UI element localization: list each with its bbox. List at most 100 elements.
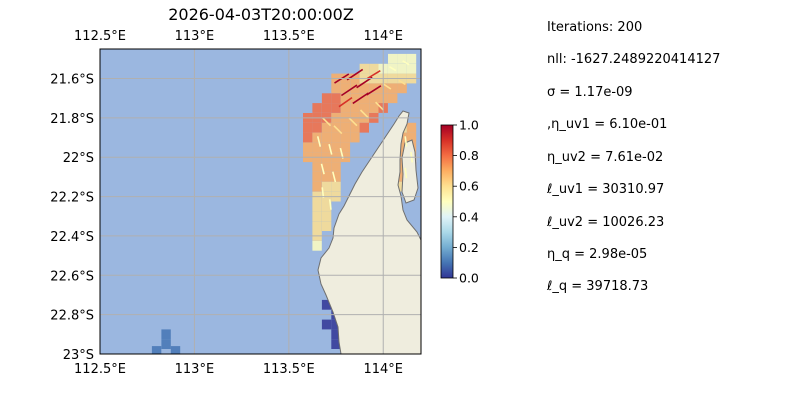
vector-arrow xyxy=(328,144,333,155)
vector-arrow xyxy=(340,84,358,97)
vector-arrow xyxy=(356,76,373,89)
y-tick-label: 22.8°S xyxy=(50,309,94,324)
heatmap-cell xyxy=(321,132,332,143)
heatmap-cell xyxy=(359,122,369,133)
heatmap-cell xyxy=(359,83,369,94)
heatmap-cell xyxy=(321,162,332,172)
heatmap-cell xyxy=(331,172,341,182)
x-tick-label-top: 113°E xyxy=(175,29,215,44)
heatmap-cell xyxy=(406,122,417,133)
vector-arrow xyxy=(398,79,406,86)
stat-ell-q: ℓ_q = 39718.73 xyxy=(547,279,649,294)
heatmap-cell xyxy=(312,122,322,133)
colorbar-tick-label: 0.8 xyxy=(459,148,479,163)
heatmap-cell xyxy=(312,221,322,231)
vector-arrow xyxy=(322,117,332,127)
chart-title: 2026-04-03T20:00:00Z xyxy=(168,5,354,24)
x-tick-label-bottom: 114°E xyxy=(363,362,403,377)
vector-arrow xyxy=(375,101,384,111)
heatmap-cell xyxy=(312,132,322,143)
heatmap-cell xyxy=(321,221,332,231)
vector-arrow xyxy=(321,187,325,198)
heatmap-cell xyxy=(340,83,351,94)
gridlines xyxy=(100,49,421,354)
stat-eta-uv1: ,η_uv1 = 6.10e-01 xyxy=(547,117,668,132)
colorbar-tick-label: 0.4 xyxy=(459,209,479,224)
heatmap-cell xyxy=(350,122,360,133)
vector-arrow xyxy=(366,70,381,80)
heatmap-cell xyxy=(321,172,332,182)
heatmap-cell xyxy=(331,181,341,192)
colorbar: 0.0 0.2 0.4 0.6 0.8 1.0 xyxy=(440,118,479,286)
heatmap-cell xyxy=(303,122,313,133)
heatmap-cell xyxy=(312,172,322,182)
vector-arrow xyxy=(352,92,369,105)
vector-arrow xyxy=(402,60,410,66)
vector-arrow xyxy=(338,96,353,108)
heatmap-cell xyxy=(397,53,407,64)
heatmap-cell xyxy=(359,63,369,74)
heatmap-cell xyxy=(321,299,332,310)
heatmap-cell xyxy=(170,346,181,354)
vector-arrow xyxy=(316,136,322,147)
y-axis-left: 21.6°S 21.8°S 22°S 22.2°S 22.4°S 22.6°S 22.8°S… xyxy=(50,73,94,363)
y-tick-label: 22°S xyxy=(63,151,94,166)
heatmap-cell xyxy=(397,83,407,94)
heatmap-cell xyxy=(388,93,398,104)
heatmap-cell xyxy=(340,122,351,133)
heatmap-cell xyxy=(312,240,322,251)
heatmap-cell xyxy=(321,211,332,222)
stat-eta-q: η_q = 2.98e-05 xyxy=(547,247,648,262)
x-tick-label-top: 114°E xyxy=(363,29,403,44)
heatmap-cell xyxy=(331,83,341,94)
heatmap-cell xyxy=(312,201,322,212)
heatmap-cell xyxy=(340,103,351,113)
heatmap-cell xyxy=(312,181,322,192)
heatmap-cell xyxy=(331,132,341,143)
heatmap-cell xyxy=(359,93,369,104)
colorbar-tick-label: 0.0 xyxy=(459,271,479,286)
map-plot-area xyxy=(100,49,421,354)
heatmap-cell xyxy=(359,103,369,113)
heatmap-cell xyxy=(321,103,332,113)
vector-arrow xyxy=(333,125,343,135)
stat-ell-uv2: ℓ_uv2 = 10026.23 xyxy=(547,215,665,230)
heatmap-cell xyxy=(303,132,313,143)
stat-iterations: Iterations: 200 xyxy=(547,20,643,35)
heatmap-cell xyxy=(388,83,398,94)
heatmap-cell xyxy=(312,103,322,113)
x-tick-label-bottom: 113.5°E xyxy=(263,362,315,377)
heatmap-cell xyxy=(161,339,171,349)
colorbar-ticks: 0.0 0.2 0.4 0.6 0.8 1.0 xyxy=(453,118,479,286)
heatmap-cell xyxy=(303,142,313,153)
heatmap-cell xyxy=(312,162,322,172)
x-axis-bottom: 112.5°E 113°E 113.5°E 114°E xyxy=(74,362,403,377)
heatmap-cell xyxy=(369,103,379,113)
heatmap-cell xyxy=(369,63,379,74)
heatmap-cell xyxy=(312,211,322,222)
heatmap-cell xyxy=(321,181,332,192)
heatmap-cell xyxy=(406,132,417,143)
stat-nll: nll: -1627.2489220414127 xyxy=(547,52,721,67)
vector-arrow xyxy=(366,85,382,96)
colorbar-tick-label: 1.0 xyxy=(459,118,479,133)
heatmap-cell xyxy=(321,122,332,133)
y-tick-label: 23°S xyxy=(63,348,94,363)
y-tick-label: 22.2°S xyxy=(50,191,94,206)
heatmap-cell xyxy=(321,319,332,330)
heatmap-cell xyxy=(331,162,341,172)
heatmap-cell xyxy=(369,83,379,94)
vector-arrow xyxy=(328,199,332,210)
heatmap-cell xyxy=(406,63,417,74)
island-land xyxy=(401,139,419,204)
heatmap-cell xyxy=(350,132,360,143)
x-axis-top: 112.5°E 113°E 113.5°E 114°E xyxy=(74,29,403,44)
colorbar-tick-label: 0.6 xyxy=(459,179,479,194)
heatmap-cell xyxy=(151,346,162,354)
vector-arrow xyxy=(382,83,392,90)
x-tick-label-bottom: 113°E xyxy=(175,362,215,377)
x-tick-label-bottom: 112.5°E xyxy=(74,362,126,377)
map-frame xyxy=(99,48,422,355)
heatmap-cell xyxy=(321,142,332,153)
